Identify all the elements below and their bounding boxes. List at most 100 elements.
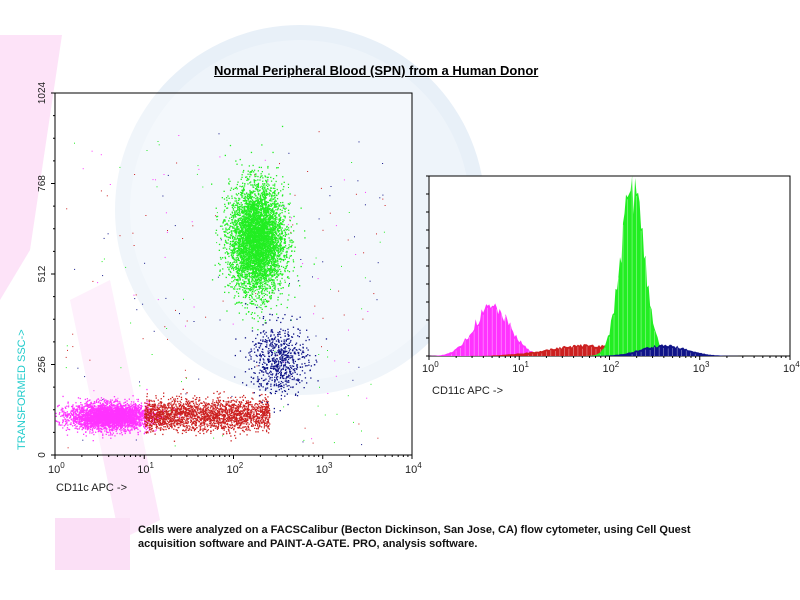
scatter-point xyxy=(133,413,135,415)
scatter-point xyxy=(82,427,84,430)
scatter-point xyxy=(88,409,91,411)
scatter-point xyxy=(116,399,118,401)
scatter-point xyxy=(132,411,134,413)
scatter-point xyxy=(109,417,111,419)
scatter-point xyxy=(109,419,111,421)
scatter-point xyxy=(257,420,259,422)
scatter-point xyxy=(105,428,107,431)
scatter-point xyxy=(96,399,98,401)
scatter-point xyxy=(137,405,139,407)
scatter-point xyxy=(107,413,110,415)
scatter-point xyxy=(99,419,101,421)
scatter-point xyxy=(68,404,70,406)
scatter-point xyxy=(58,404,60,406)
scatter-point xyxy=(125,416,128,418)
scatter-point xyxy=(99,404,101,406)
scatter-point xyxy=(102,433,104,435)
scatter-point xyxy=(99,399,101,401)
scatter-point xyxy=(129,429,132,431)
scatter-point xyxy=(146,388,148,391)
scatter-point xyxy=(97,417,99,419)
scatter-point xyxy=(108,434,110,436)
scatter-point xyxy=(127,415,129,417)
scatter-point xyxy=(213,414,216,416)
scatter-point xyxy=(95,415,97,417)
scatter-point xyxy=(86,416,88,419)
scatter-point xyxy=(92,416,94,419)
scatter-point xyxy=(353,421,354,423)
scatter-point xyxy=(156,411,159,413)
scatter-point xyxy=(64,418,66,420)
scatter-point xyxy=(138,417,140,419)
scatter-point xyxy=(78,411,81,413)
scatter-point xyxy=(121,434,123,436)
scatter-point xyxy=(129,406,131,408)
scatter-point xyxy=(119,422,121,424)
scatter-point xyxy=(106,408,108,410)
scatter-point xyxy=(364,204,366,206)
scatter-point xyxy=(112,423,114,425)
scatter-point xyxy=(379,197,381,199)
scatter-point xyxy=(85,424,87,426)
scatter-point xyxy=(137,418,139,420)
scatter-point xyxy=(83,414,86,417)
scatter-point xyxy=(78,418,80,421)
scatter-point xyxy=(91,409,93,412)
scatter-point xyxy=(118,412,120,414)
scatter-point xyxy=(64,420,67,422)
scatter-point xyxy=(127,404,129,406)
scatter-point xyxy=(369,280,371,282)
scatter-point xyxy=(124,421,126,423)
scatter-point xyxy=(74,410,76,412)
scatter-point xyxy=(257,431,259,433)
scatter-point xyxy=(128,416,131,418)
scatter-point xyxy=(123,405,125,407)
scatter-point xyxy=(230,427,233,429)
scatter-point xyxy=(125,430,127,433)
scatter-point xyxy=(84,416,86,418)
scatter-point xyxy=(93,404,95,407)
scatter-point xyxy=(113,407,115,409)
scatter-point xyxy=(76,418,78,420)
scatter-point xyxy=(118,419,121,421)
scatter-point xyxy=(253,348,255,350)
scatter-point xyxy=(91,407,93,409)
scatter-point xyxy=(131,418,133,421)
scatter-point xyxy=(133,416,135,418)
scatter-point xyxy=(170,424,172,426)
scatter-point xyxy=(283,361,285,363)
scatter-point xyxy=(82,406,84,408)
scatter-point xyxy=(106,416,108,418)
scatter-point xyxy=(140,415,142,417)
scatter-point xyxy=(79,397,81,400)
scatter-point xyxy=(106,410,109,412)
scatter-point xyxy=(112,409,114,411)
scatter-point xyxy=(106,420,109,422)
scatter-point xyxy=(185,425,187,427)
scatter-point xyxy=(124,429,127,431)
scatter-point xyxy=(256,365,258,367)
scatter-point xyxy=(292,224,294,226)
scatter-point xyxy=(65,423,67,425)
scatter-point xyxy=(96,428,98,430)
scatter-point xyxy=(95,431,97,433)
scatter-point xyxy=(103,423,105,425)
scatter-point xyxy=(56,420,58,422)
scatter-point xyxy=(219,319,221,321)
scatter-point xyxy=(183,408,185,410)
scatter-point xyxy=(112,419,114,421)
scatter-point xyxy=(139,419,141,421)
scatter-point xyxy=(163,410,165,412)
scatter-point xyxy=(93,402,96,404)
scatter-point xyxy=(81,416,84,418)
scatter-point xyxy=(98,430,100,432)
scatter-point xyxy=(120,426,122,428)
scatter-point xyxy=(94,417,96,419)
scatter-point xyxy=(108,415,110,417)
scatter-point xyxy=(65,429,67,431)
scatter-point xyxy=(138,409,140,411)
scatter-point xyxy=(103,404,105,406)
scatter-point xyxy=(148,419,150,422)
scatter-point xyxy=(98,421,100,424)
scatter-point xyxy=(67,401,69,403)
